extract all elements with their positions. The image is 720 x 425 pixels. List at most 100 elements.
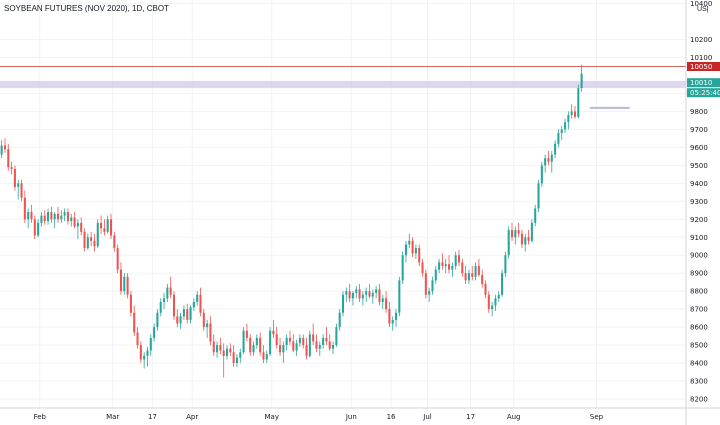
candle-body [550,154,553,162]
x-tick-label: Feb [34,413,47,421]
candle-body [295,343,298,351]
candle-body [298,337,301,344]
candle [262,345,265,364]
candle [47,208,50,225]
x-tick-label: Mar [106,413,119,421]
candle [554,140,557,159]
candle [66,208,69,225]
candle-body [153,327,156,338]
candle [156,309,159,331]
candle-body [554,143,557,155]
candle-body [501,273,504,295]
candle-body [520,233,523,245]
time-axis[interactable]: Feb Mar 17 Apr May Jun 16 Jul 17 Aug Sep [34,413,604,421]
candle-body [182,309,185,317]
candle-body [133,312,136,333]
candle-body [0,145,3,155]
candle-body [292,341,295,351]
candle-body [166,287,169,299]
candle-body [358,289,361,299]
candle-body [524,237,527,245]
candle-body [249,337,252,353]
candle-body [345,291,348,295]
candle-body [408,240,411,245]
candle [451,262,454,277]
candle [129,291,132,317]
candle-body [381,298,384,302]
chart-title: SOYBEAN FUTURES (NOV 2020), 1D, CBOT [4,4,169,13]
candle [345,287,348,302]
candle-body [394,312,398,320]
candle [100,215,103,234]
candle [464,266,467,284]
candle-body [136,332,139,346]
candle-body [17,183,20,187]
candle-body [368,291,371,297]
candle [560,125,563,141]
candle-body [504,255,507,274]
candle [418,244,421,267]
candle [242,327,245,355]
candle [255,334,258,349]
candle [76,219,79,240]
candle-body [573,111,577,117]
candle-body [245,330,248,338]
candle [123,273,126,295]
candle [139,341,142,364]
candle-body [96,222,99,247]
candle [37,219,40,238]
candle [23,190,26,223]
candle [378,283,381,306]
candle [487,291,490,313]
candle-body [93,240,96,247]
candle-body [361,294,364,299]
candle [448,255,451,274]
candle [351,291,354,306]
candle-body [219,345,222,351]
candle-body [315,341,318,349]
candle [365,287,368,302]
candle [73,212,76,229]
candle-body [431,280,434,292]
price-axis[interactable]: 1040010200101009900980097009600950094009… [690,0,712,403]
x-tick-label: 17 [148,413,157,421]
y-tick-label: 9300 [690,198,708,206]
candle-body [391,319,394,324]
candle-body [123,276,126,292]
candle-body [279,345,282,353]
candle [491,301,494,317]
y-tick-label: 10100 [690,54,712,62]
candle-body [272,330,275,335]
y-tick-label: 10200 [690,36,712,44]
candle [252,341,255,356]
x-tick-label: May [265,413,279,421]
candle-body [371,292,374,297]
candle-body [434,269,437,281]
candle [20,179,23,202]
candle-body [341,294,345,313]
candle-body [47,212,50,222]
candle-body [76,222,79,227]
candle-body [33,219,36,236]
candle [259,332,262,356]
candle-body [461,262,464,274]
candle-body [398,280,401,313]
candle [149,334,152,356]
candle-body [100,222,103,229]
candle-body [481,274,484,284]
candle-body [143,355,146,360]
candle-body [560,129,563,134]
candle-body [484,283,487,295]
candle [471,266,474,281]
candle [179,312,182,329]
candle [444,258,447,274]
candle [225,345,229,360]
candle [83,228,86,252]
candles [0,64,583,378]
candle-body [90,237,93,241]
candle-body [156,312,159,328]
candle-body [255,337,258,346]
candle [461,258,464,277]
y-tick-label: 9700 [690,126,708,134]
